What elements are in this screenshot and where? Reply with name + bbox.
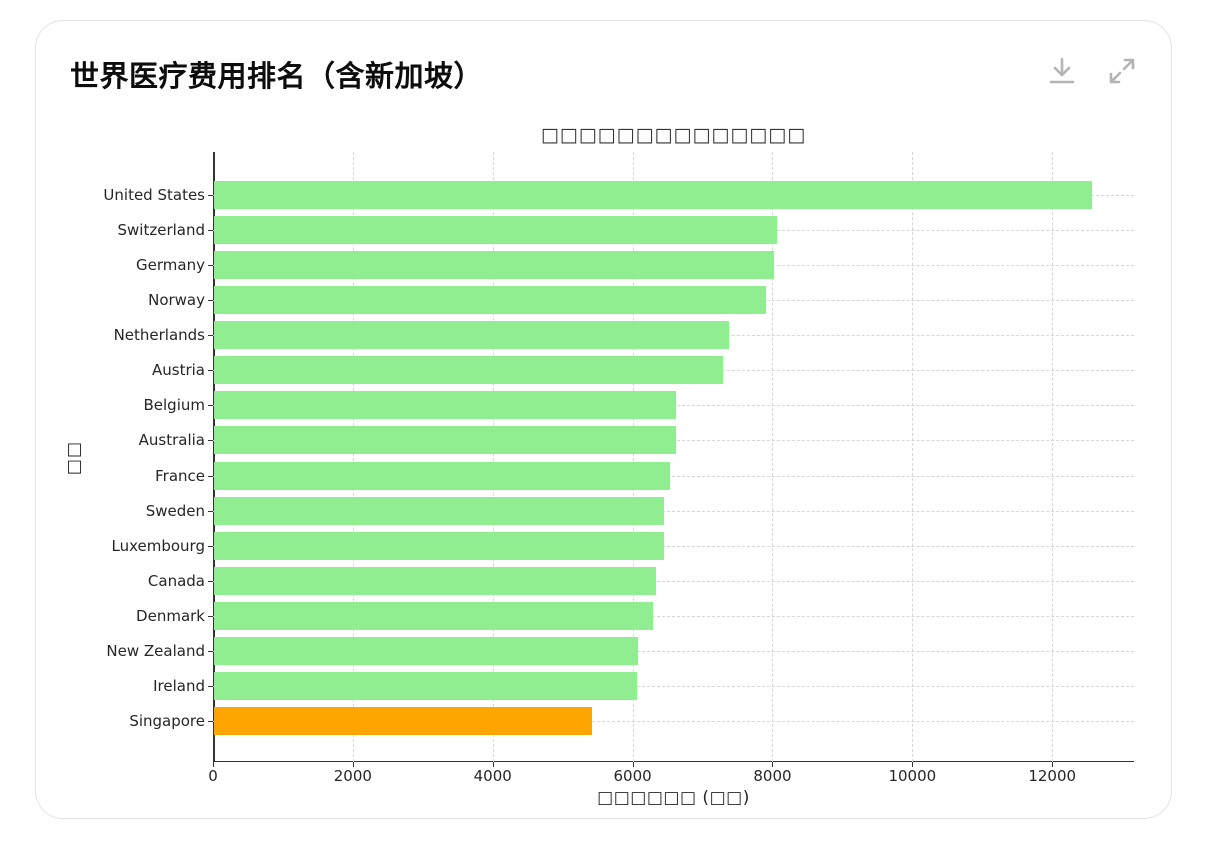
y-tick-label: Austria <box>152 361 205 380</box>
bar-sweden <box>214 496 665 525</box>
y-tick-label: Luxembourg <box>111 536 206 555</box>
chart-title: □□□□□□□□□□□□□□ <box>540 124 807 146</box>
bar-denmark <box>214 601 654 630</box>
bar-netherlands <box>214 321 730 350</box>
x-tick-label: 8000 <box>753 767 792 785</box>
x-tick-label: 0 <box>208 767 218 785</box>
y-tick-label: Sweden <box>145 501 205 520</box>
y-axis-label: □□ <box>64 440 84 476</box>
bar-new-zealand <box>214 636 639 665</box>
x-tick <box>352 762 354 767</box>
y-tick-label: Australia <box>138 431 205 450</box>
bar-ireland <box>214 671 638 700</box>
y-tick-label: New Zealand <box>106 641 205 660</box>
y-gridline <box>213 510 1134 512</box>
y-gridline <box>213 721 1134 723</box>
x-tick-label: 6000 <box>613 767 652 785</box>
expand-icon <box>1108 57 1136 85</box>
y-tick <box>208 685 213 687</box>
bar-austria <box>214 356 724 385</box>
y-tick <box>208 440 213 442</box>
y-gridline <box>213 615 1134 617</box>
x-tick <box>213 762 214 767</box>
bar-united-states <box>214 181 1092 209</box>
x-gridline <box>492 152 494 762</box>
x-tick-label: 10000 <box>888 767 937 785</box>
bar-switzerland <box>214 216 777 245</box>
y-tick-label: Ireland <box>153 676 205 695</box>
bar-australia <box>214 426 676 455</box>
x-tick <box>632 762 634 767</box>
y-tick <box>208 721 213 723</box>
y-tick <box>208 335 213 337</box>
y-tick-label: France <box>155 466 205 485</box>
bar-luxembourg <box>214 531 665 560</box>
y-tick <box>208 230 213 232</box>
y-tick-label: Germany <box>136 256 205 275</box>
download-icon <box>1049 57 1075 85</box>
y-gridline <box>213 545 1134 547</box>
y-tick <box>208 650 213 652</box>
y-tick-label: Belgium <box>143 396 206 415</box>
y-tick-label: United States <box>103 186 205 204</box>
x-tick <box>772 762 774 767</box>
download-button[interactable] <box>1047 55 1077 87</box>
y-tick <box>208 370 213 372</box>
expand-button[interactable] <box>1107 55 1137 87</box>
y-tick <box>208 615 213 617</box>
y-tick <box>208 545 213 547</box>
y-tick-label: Norway <box>148 291 205 310</box>
x-tick <box>1052 762 1054 767</box>
y-tick <box>208 265 213 267</box>
x-tick-label: 4000 <box>473 767 512 785</box>
x-tick <box>912 762 914 767</box>
bar-norway <box>214 286 767 315</box>
bar-germany <box>214 251 775 280</box>
x-axis-label: □□□□□□ (□□) <box>597 788 750 808</box>
plot-area: 0 2000 4000 6000 8000 10000 12000 United States… <box>103 152 1134 785</box>
y-tick-label: Netherlands <box>113 326 205 345</box>
x-gridline <box>772 152 774 762</box>
y-gridline <box>213 650 1134 652</box>
y-tick <box>208 510 213 512</box>
x-tick-label: 2000 <box>333 767 372 785</box>
y-axis-line <box>213 152 215 762</box>
x-gridline <box>912 152 914 762</box>
y-tick-label: Switzerland <box>117 221 206 240</box>
card-toolbar <box>1047 55 1137 87</box>
card-title: 世界医疗费用排名（含新加坡） <box>70 59 484 93</box>
y-gridline <box>213 475 1134 477</box>
x-gridline <box>1052 152 1054 762</box>
x-tick-label: 12000 <box>1028 767 1077 785</box>
y-tick <box>208 405 213 407</box>
x-gridline <box>632 152 634 762</box>
y-tick-label: Denmark <box>136 606 205 625</box>
bar-belgium <box>214 391 677 420</box>
y-tick <box>208 300 213 302</box>
y-tick <box>208 475 213 477</box>
y-gridline <box>213 685 1134 687</box>
y-tick-label: Singapore <box>129 712 205 731</box>
y-tick <box>208 195 213 196</box>
x-gridline <box>352 152 354 762</box>
x-tick <box>492 762 494 767</box>
bar-france <box>214 461 670 490</box>
y-tick-label: Canada <box>147 571 205 590</box>
y-tick <box>208 580 213 582</box>
bar-canada <box>214 566 656 595</box>
bar-singapore <box>214 707 592 736</box>
x-axis-line <box>213 760 1134 762</box>
y-gridline <box>213 580 1134 582</box>
